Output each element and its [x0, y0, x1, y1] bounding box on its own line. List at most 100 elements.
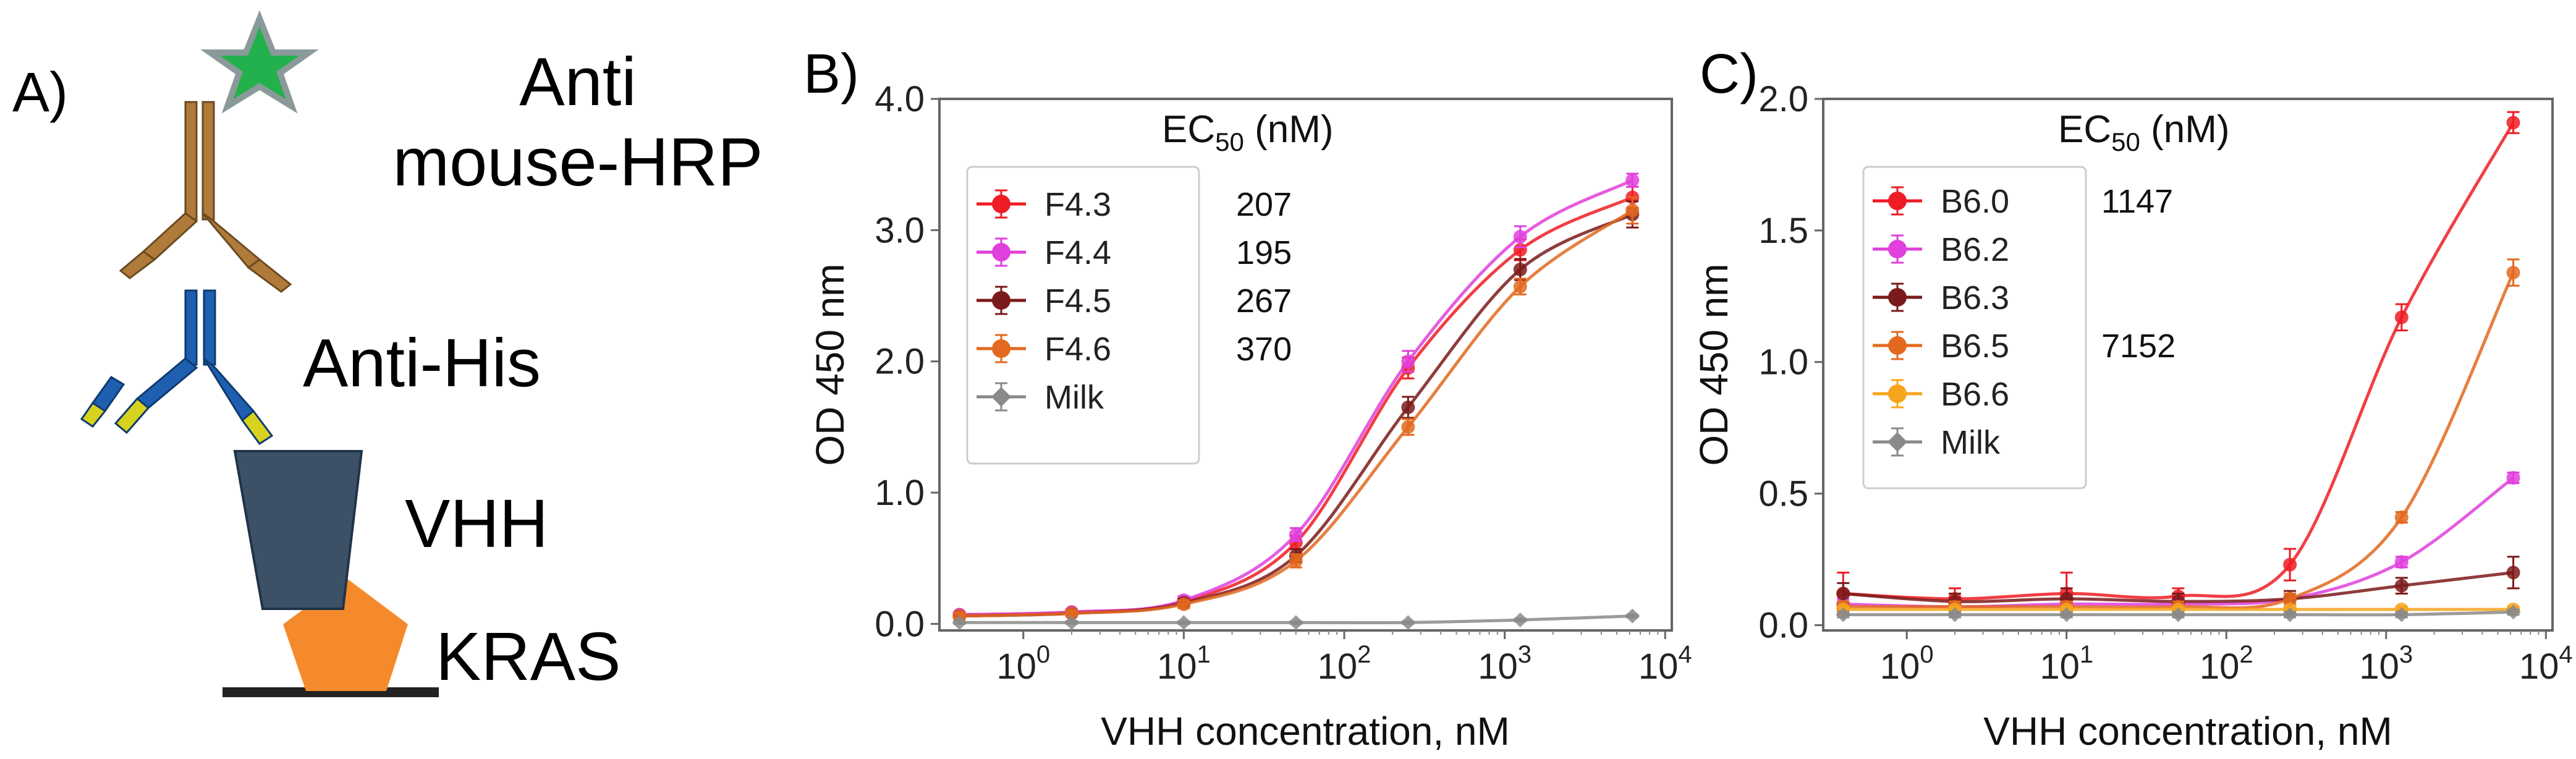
legend-label-B6.2: B6.2 — [1941, 231, 2009, 268]
y-tick-label: 4.0 — [875, 79, 925, 119]
x-tick-label: 100 — [1880, 641, 1934, 687]
data-point-F4.5 — [1401, 401, 1415, 415]
data-point-F4.6 — [1625, 203, 1640, 218]
x-axis-label: VHH concentration, nM — [1101, 709, 1510, 753]
legend-box — [966, 166, 1200, 465]
legend-label-Milk: Milk — [1941, 424, 2001, 461]
ec50-header: EC50 (nM) — [2058, 108, 2230, 156]
data-point-Milk — [952, 615, 967, 630]
y-tick-label: 1.0 — [1758, 342, 1808, 383]
y-tick-label: 2.0 — [875, 342, 925, 382]
hrp-star-icon — [200, 10, 319, 114]
data-point-F4.6 — [1289, 554, 1303, 568]
ec50-value-F4.6: 370 — [1236, 331, 1292, 368]
label-vhh: VHH — [405, 486, 548, 562]
ec50-value-F4.5: 267 — [1236, 282, 1292, 320]
legend-marker — [1888, 288, 1907, 307]
panel-b-letter: B) — [803, 43, 859, 105]
data-point-F4.4 — [1625, 173, 1640, 187]
data-point-B6.3 — [2394, 579, 2409, 593]
legend-marker — [992, 195, 1010, 213]
y-tick-label: 0.5 — [1758, 474, 1808, 514]
y-axis-label: OD 450 nm — [808, 263, 852, 465]
legend-box — [1862, 166, 2087, 490]
legend-marker — [992, 339, 1010, 358]
x-tick-label: 103 — [1478, 641, 1532, 687]
data-point-B6.0 — [2394, 310, 2409, 324]
data-point-Milk — [2506, 604, 2521, 620]
data-point-B6.5 — [2394, 510, 2409, 524]
label-mouse-hrp: mouse-HRP — [392, 124, 763, 200]
data-point-B6.0 — [2506, 116, 2520, 130]
data-point-Milk — [1288, 615, 1303, 630]
x-tick-label: 101 — [2040, 641, 2093, 687]
legend-label-B6.5: B6.5 — [1941, 328, 2009, 365]
y-tick-label: 1.0 — [875, 473, 925, 513]
ec50-value-F4.3: 207 — [1236, 186, 1292, 223]
data-point-F4.6 — [1064, 606, 1078, 621]
x-tick-label: 102 — [1318, 641, 1371, 687]
ec50-value-B6.0: 1147 — [2101, 183, 2173, 220]
legend-marker — [1888, 336, 1907, 355]
ec50-value-F4.4: 195 — [1236, 234, 1292, 271]
data-point-Milk — [1625, 608, 1640, 624]
data-point-Milk — [2171, 607, 2186, 622]
data-point-Milk — [2059, 607, 2074, 622]
data-point-F4.4 — [1289, 527, 1303, 541]
plot-area — [952, 172, 1640, 630]
y-tick-label: 3.0 — [875, 210, 925, 250]
panel-c-letter: C) — [1700, 43, 1758, 105]
plot-frame — [1822, 98, 2554, 632]
x-tick-label: 102 — [2200, 641, 2253, 687]
axis-ticks: 100 101 102 103 104 0.0 0.5 1.0 1.5 2.0 — [1758, 79, 2572, 687]
y-tick-label: 2.0 — [1758, 79, 1808, 119]
y-tick-label: 1.5 — [1758, 211, 1808, 251]
data-point-Milk — [1512, 613, 1528, 628]
data-point-Milk — [2394, 607, 2409, 622]
x-tick-label: 103 — [2359, 641, 2413, 687]
y-tick-label: 0.0 — [875, 604, 925, 644]
legend-marker — [992, 291, 1010, 310]
data-point-F4.4 — [1513, 229, 1527, 244]
anti-his-antibody — [80, 289, 274, 446]
data-point-B6.3 — [2506, 566, 2520, 580]
x-tick-label: 100 — [996, 641, 1050, 687]
data-point-Milk — [1836, 607, 1851, 622]
data-point-B6.3 — [1836, 587, 1850, 601]
legend-label-F4.4: F4.4 — [1044, 234, 1111, 271]
legend: B6.0 1147 B6.2 B6.3 B6.5 7152 B6.6 Milk — [1873, 183, 2176, 461]
x-axis-label: VHH concentration, nM — [1983, 709, 2392, 753]
legend-label-B6.6: B6.6 — [1941, 376, 2009, 413]
legend-label-F4.6: F4.6 — [1044, 331, 1111, 368]
legend-marker — [1888, 384, 1907, 403]
axis-ticks: 100 101 102 103 104 0.0 1.0 2.0 3.0 4.0 — [875, 79, 1692, 687]
vhh-trapezoid — [233, 450, 363, 610]
plot-area — [1836, 111, 2521, 622]
legend-label-B6.0: B6.0 — [1941, 183, 2009, 220]
legend-marker — [991, 387, 1011, 407]
x-tick-label: 101 — [1157, 641, 1211, 687]
data-point-Milk — [1947, 607, 1963, 622]
data-point-B6.5 — [2283, 592, 2297, 606]
series-line-B6.0 — [1843, 122, 2515, 601]
legend-marker — [1888, 192, 1907, 210]
panel-a: A) Anti mous — [12, 10, 763, 697]
label-kras: KRAS — [436, 619, 621, 695]
data-point-Milk — [1400, 615, 1416, 630]
legend-label-Milk: Milk — [1044, 379, 1104, 416]
legend-label-F4.5: F4.5 — [1044, 282, 1111, 320]
data-point-B6.5 — [2506, 265, 2520, 279]
data-point-Milk — [1176, 615, 1192, 630]
y-axis-label: OD 450 nm — [1692, 263, 1736, 465]
data-point-Milk — [1064, 615, 1079, 630]
data-point-F4.5 — [1513, 263, 1527, 277]
legend-marker — [1888, 432, 1907, 452]
legend-marker — [992, 243, 1010, 261]
ec50-header: EC50 (nM) — [1162, 108, 1334, 156]
data-point-F4.6 — [1177, 597, 1191, 611]
legend: F4.3 207 F4.4 195 F4.5 267 F4.6 370 Milk — [977, 186, 1292, 416]
data-point-F4.4 — [1401, 354, 1415, 368]
x-tick-label: 104 — [1638, 641, 1692, 687]
data-point-F4.6 — [1513, 279, 1527, 294]
